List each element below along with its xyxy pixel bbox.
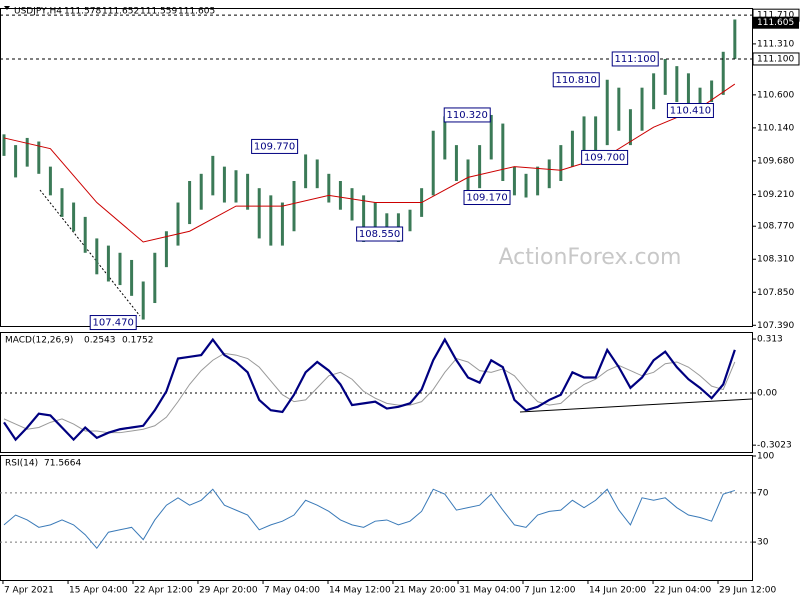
x-tick-label: 7 May 04:00 (264, 586, 320, 596)
annotation-label: 109.700 (584, 152, 625, 163)
annotation-box (463, 190, 511, 206)
quote-value: 111.559 (140, 7, 177, 17)
x-tick-label: 29 Apr 20:00 (199, 586, 258, 596)
annotation-label: 110.320 (447, 110, 488, 121)
y-tick-label: 110.600 (757, 90, 794, 100)
rsi-line (3, 488, 735, 550)
x-tick-label: 14 Jun 20:00 (589, 586, 646, 596)
x-tick-label: 7 Apr 2021 (4, 586, 54, 596)
x-tick-label: 29 Jun 12:00 (719, 586, 776, 596)
quote-value: 111.652 (102, 7, 139, 17)
annotation-box (611, 51, 659, 67)
signal-line (3, 352, 736, 434)
level-label: 111.100 (757, 54, 794, 64)
x-tick-label: 21 May 20:00 (394, 586, 456, 596)
quote-value: 111.578 (64, 7, 101, 17)
y-tick-label: 110.140 (757, 123, 794, 133)
watermark: ActionForex.com (499, 245, 682, 270)
y-tick-label: 109.210 (757, 190, 794, 200)
indicator-readout: 71.5664 (44, 459, 81, 469)
rsi-panel (0, 455, 753, 581)
last-price-box (753, 16, 799, 29)
level-label: 111.710 (757, 11, 794, 21)
macd-line (3, 337, 736, 442)
level-label-box (752, 52, 800, 66)
y-tick-label: 107.850 (757, 288, 794, 298)
annotation-box (552, 72, 600, 88)
y-tick-label: 111.310 (757, 39, 794, 49)
y-tick-label: 0.00 (757, 389, 777, 399)
annotation-box (89, 315, 137, 331)
y-tick-label: 30 (757, 538, 769, 548)
x-tick-label: 22 Apr 12:00 (134, 586, 193, 596)
annotation-box (581, 149, 629, 165)
indicator-name: MACD(12,26,9) (5, 336, 73, 346)
annotation-label: 109.770 (254, 141, 295, 152)
macd-trend-line (519, 398, 753, 413)
x-tick-label: 14 May 12:00 (329, 586, 391, 596)
last-price-label: 111.605 (757, 18, 794, 28)
y-tick-label: 0.313 (757, 335, 783, 345)
y-tick-label: 70 (757, 488, 769, 498)
indicator-name: RSI(14) (5, 459, 38, 469)
y-tick-label: 108.770 (757, 222, 794, 232)
quote-value: 111.605 (178, 7, 215, 17)
price-panel (0, 8, 753, 327)
x-tick-label: 7 Jun 12:00 (524, 586, 576, 596)
x-tick-label: 31 May 04:00 (459, 586, 521, 596)
y-tick-label: -0.3023 (757, 441, 792, 451)
annotation-label: 111:100 (614, 54, 656, 65)
x-tick-label: 22 Jun 04:00 (654, 586, 711, 596)
annotation-box (356, 226, 404, 242)
menu-arrow[interactable] (4, 6, 10, 10)
macd-panel (0, 332, 753, 453)
moving-average (3, 83, 736, 243)
annotation-label: 110.810 (556, 75, 597, 86)
y-tick-label: 107.390 (757, 321, 794, 331)
indicator-readout: 0.1752 (122, 336, 154, 346)
y-tick-label: 109.680 (757, 156, 794, 166)
annotation-label: 107.470 (93, 318, 134, 329)
indicator-readout: 0.2543 (84, 336, 116, 346)
trend-line (39, 189, 141, 317)
annotation-label: 109.170 (466, 193, 507, 204)
symbol: USDJPY,H4 (14, 7, 62, 17)
quote: 111.578 111.652 111.559 111.605 (64, 7, 215, 17)
y-tick-label: 100 (757, 452, 774, 462)
y-tick-label: 108.310 (757, 255, 794, 265)
annotation-box (666, 102, 714, 118)
annotation-label: 108.550 (359, 229, 400, 240)
annotation-box (251, 138, 299, 154)
annotation-box (443, 107, 491, 123)
annotation-label: 110.410 (670, 105, 711, 116)
x-tick-label: 15 Apr 04:00 (69, 586, 128, 596)
